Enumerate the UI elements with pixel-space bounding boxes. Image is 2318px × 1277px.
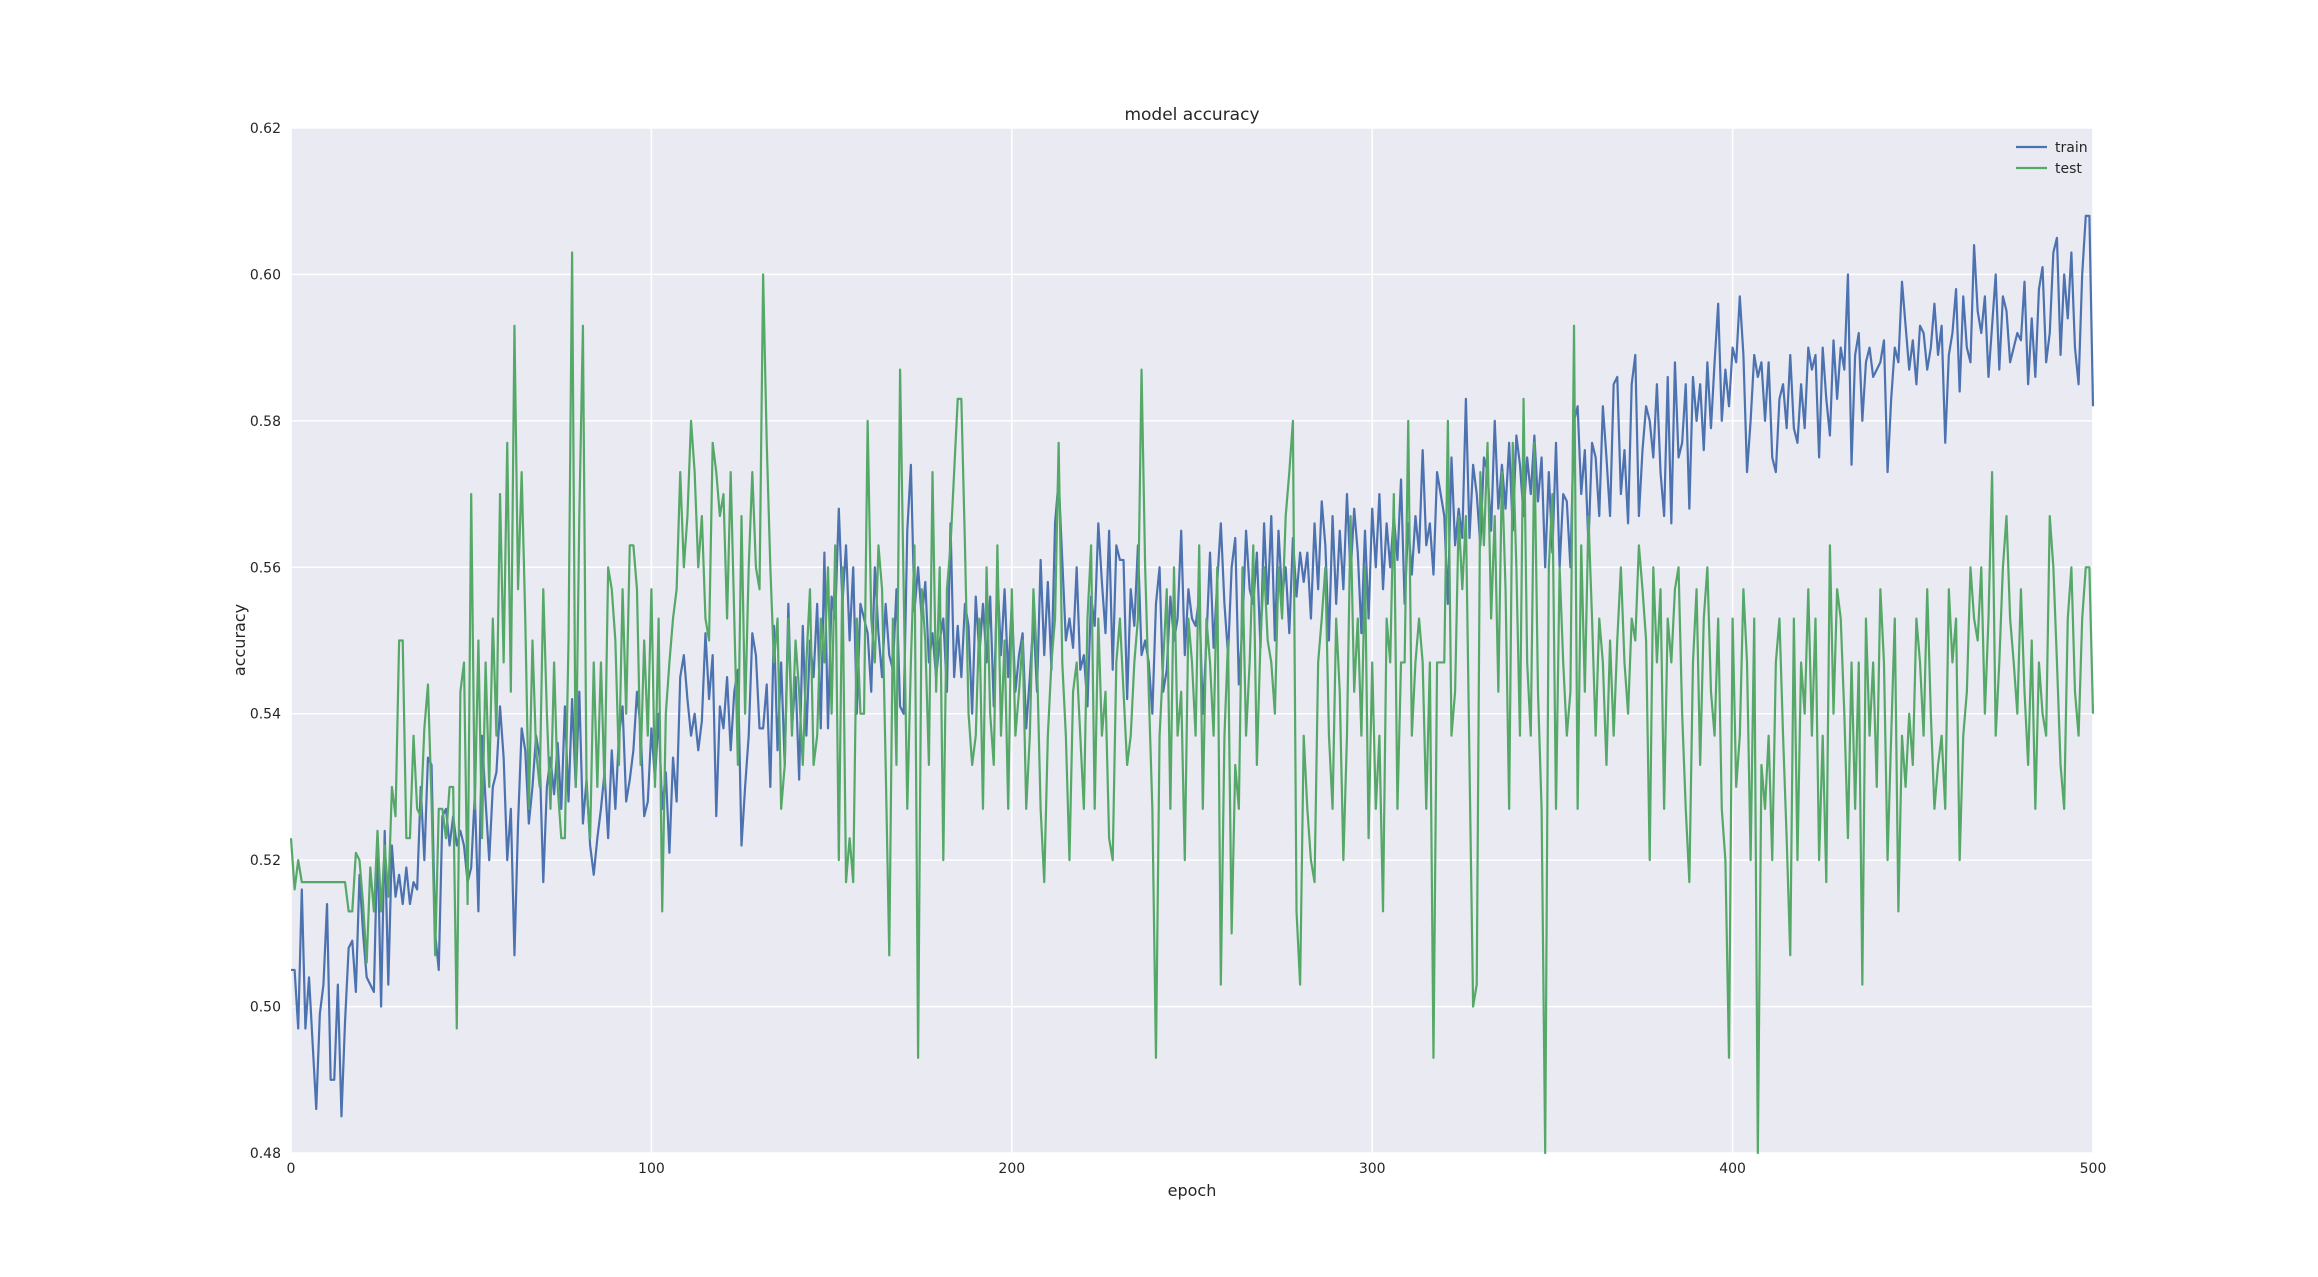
- plot-background: [291, 128, 2093, 1153]
- y-tick-label: 0.56: [250, 560, 281, 576]
- series-line-train: [291, 214, 2095, 1118]
- series-line-test: [289, 251, 2095, 1155]
- series-lines: [289, 214, 2095, 1155]
- x-axis-title: epoch: [1168, 1181, 1217, 1200]
- legend: train test: [2016, 140, 2088, 177]
- legend-test-label: test: [2055, 161, 2082, 177]
- x-tick-label: 500: [2080, 1161, 2107, 1177]
- x-tick-label: 400: [1719, 1161, 1746, 1177]
- y-tick-labels: 0.48 0.50 0.52 0.54 0.56 0.58 0.60 0.62: [250, 121, 281, 1162]
- chart-title: model accuracy: [1124, 105, 1259, 125]
- y-axis-title: accuracy: [230, 604, 249, 676]
- y-tick-label: 0.52: [250, 853, 281, 869]
- x-tick-label: 100: [638, 1161, 665, 1177]
- y-tick-label: 0.58: [250, 414, 281, 430]
- y-tick-label: 0.62: [250, 121, 281, 137]
- y-tick-label: 0.54: [250, 707, 281, 723]
- y-tick-label: 0.48: [250, 1146, 281, 1162]
- x-tick-label: 300: [1359, 1161, 1386, 1177]
- y-tick-label: 0.60: [250, 267, 281, 283]
- x-tick-label: 200: [998, 1161, 1025, 1177]
- y-tick-label: 0.50: [250, 1000, 281, 1016]
- x-tick-labels: 0 100 200 300 400 500: [287, 1161, 2107, 1177]
- legend-train-label: train: [2055, 140, 2088, 156]
- x-tick-label: 0: [287, 1161, 296, 1177]
